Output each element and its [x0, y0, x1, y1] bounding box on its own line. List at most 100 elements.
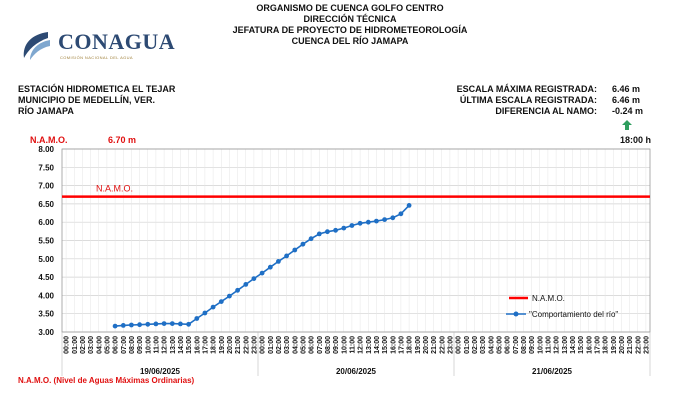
- x-tick-label: 16:00: [390, 336, 397, 354]
- y-tick-label: 7.00: [38, 182, 54, 191]
- namo-label: N.A.M.O.: [30, 135, 68, 145]
- data-point: [145, 321, 151, 327]
- x-tick-label: 04:00: [96, 336, 103, 354]
- date-axis: 19/06/2025 20/06/2025 21/06/2025: [61, 332, 651, 376]
- x-tick-label: 11:00: [153, 336, 160, 354]
- x-tick-label: 13:00: [562, 336, 569, 354]
- data-point: [300, 241, 306, 247]
- x-tick-label: 09:00: [333, 336, 340, 354]
- up-arrow-icon: [622, 120, 632, 130]
- data-point: [153, 321, 159, 327]
- last-scale-label: ÚLTIMA ESCALA REGISTRADA:: [459, 95, 597, 105]
- data-point: [178, 321, 183, 327]
- x-tick-label: 21:00: [627, 336, 634, 354]
- x-tick-label: 12:00: [554, 336, 561, 354]
- x-tick-label: 23:00: [251, 336, 258, 354]
- x-tick-label: 21:00: [431, 336, 438, 354]
- x-tick-label: 10:00: [537, 336, 544, 354]
- data-point: [357, 220, 363, 226]
- x-tick-label: 22:00: [635, 336, 642, 354]
- x-tick-label: 04:00: [488, 336, 495, 354]
- x-tick-label: 04:00: [292, 336, 299, 354]
- chart-grid: [62, 148, 650, 333]
- date-label: 20/06/2025: [336, 367, 377, 376]
- x-tick-label: 20:00: [423, 336, 430, 354]
- data-point: [365, 219, 371, 225]
- x-tick-label: 05:00: [300, 336, 307, 354]
- x-tick-label: 05:00: [104, 336, 111, 354]
- x-tick-label: 09:00: [137, 336, 144, 354]
- water-level-chart: 8.00 7.50 7.00 6.50 6.00 5.50 5.00 4.50 4.00 3.50…: [38, 145, 651, 376]
- data-point: [308, 236, 314, 242]
- header-line-4: CUENCA DEL RÍO JAMAPA: [291, 36, 409, 46]
- data-point: [137, 322, 143, 328]
- data-point: [382, 217, 387, 222]
- y-tick-label: 6.50: [38, 200, 54, 209]
- x-tick-label: 02:00: [80, 336, 87, 354]
- header-block: ORGANISMO DE CUENCA GOLFO CENTRO DIRECCI…: [200, 3, 500, 47]
- data-point: [406, 203, 412, 208]
- data-point: [390, 215, 396, 221]
- data-point: [325, 229, 330, 235]
- y-tick-label: 4.50: [38, 273, 54, 282]
- x-tick-label: 06:00: [309, 336, 316, 354]
- data-point: [259, 270, 265, 276]
- data-point: [129, 322, 134, 328]
- x-tick-label: 16:00: [586, 336, 593, 354]
- date-label: 21/06/2025: [532, 367, 573, 376]
- x-tick-label: 00:00: [456, 336, 463, 354]
- x-tick-label: 08:00: [521, 336, 528, 354]
- x-tick-label: 12:00: [358, 336, 365, 354]
- namo-difference-label: DIFERENCIA AL NAMO:: [495, 106, 597, 116]
- header-line-3: JEFATURA DE PROYECTO DE HIDROMETEOROLOGÍ…: [232, 25, 468, 35]
- y-tick-label: 3.50: [38, 310, 54, 319]
- data-point: [349, 223, 355, 228]
- x-tick-label: 14:00: [570, 336, 577, 354]
- x-tick-label: 03:00: [480, 336, 487, 354]
- y-tick-label: 7.50: [38, 163, 54, 172]
- x-tick-label: 15:00: [382, 336, 389, 354]
- legend-series-marker: [513, 311, 519, 317]
- y-tick-label: 6.00: [38, 218, 54, 227]
- x-tick-label: 17:00: [594, 336, 601, 354]
- logo-subtitle: COMISIÓN NACIONAL DEL AGUA: [60, 55, 134, 60]
- y-tick-label: 5.00: [38, 255, 54, 264]
- x-tick-label: 20:00: [619, 336, 626, 354]
- x-tick-label: 17:00: [398, 336, 405, 354]
- x-tick-label: 07:00: [513, 336, 520, 354]
- data-point: [186, 321, 192, 327]
- data-point: [210, 304, 216, 310]
- header-line-1: ORGANISMO DE CUENCA GOLFO CENTRO: [256, 3, 444, 13]
- x-tick-label: 09:00: [529, 336, 536, 354]
- x-tick-label: 06:00: [113, 336, 120, 354]
- data-point: [398, 211, 404, 217]
- station-info: ESTACIÓN HIDROMETICA EL TEJAR MUNICIPIO …: [18, 84, 278, 117]
- x-tick-label: 14:00: [178, 336, 185, 354]
- x-tick-label: 06:00: [505, 336, 512, 354]
- data-point: [267, 264, 273, 270]
- x-tick-label: 19:00: [415, 336, 422, 354]
- y-tick-label: 5.50: [38, 237, 54, 246]
- data-point: [161, 321, 167, 326]
- data-point: [284, 253, 289, 259]
- namo-chart-label: N.A.M.O.: [96, 184, 133, 194]
- x-tick-label: 11:00: [545, 336, 552, 354]
- x-tick-label: 07:00: [317, 336, 324, 354]
- data-point: [251, 276, 257, 281]
- data-point: [276, 259, 281, 264]
- data-point: [194, 316, 200, 321]
- data-point: [333, 227, 338, 233]
- data-point: [292, 247, 298, 253]
- x-tick-label: 07:00: [121, 336, 128, 354]
- x-tick-label: 22:00: [439, 336, 446, 354]
- x-tick-label: 22:00: [243, 336, 250, 354]
- y-axis: 8.00 7.50 7.00 6.50 6.00 5.50 5.00 4.50 4.00 3.50…: [38, 145, 54, 337]
- x-tick-label: 23:00: [643, 336, 650, 354]
- station-river: RÍO JAMAPA: [18, 106, 74, 116]
- data-point: [227, 293, 232, 299]
- y-tick-label: 4.00: [38, 291, 54, 300]
- x-tick-label: 15:00: [186, 336, 193, 354]
- x-tick-label: 18:00: [603, 336, 610, 354]
- plot-area-border: [61, 148, 651, 333]
- namo-value: 6.70 m: [108, 135, 137, 145]
